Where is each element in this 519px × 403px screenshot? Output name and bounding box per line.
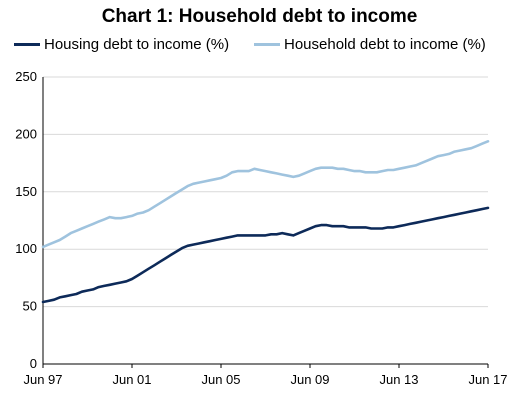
legend-swatch-household: [254, 43, 280, 46]
series-line-housing: [41, 206, 490, 304]
chart-title: Chart 1: Household debt to income: [101, 6, 418, 27]
x-tick-label: Jun 01: [112, 372, 151, 387]
y-tick-label: 200: [15, 126, 37, 141]
legend-swatch-housing: [14, 43, 40, 46]
x-tick-label: Jun 09: [290, 372, 329, 387]
x-tick-label: Jun 97: [23, 372, 62, 387]
legend-label-household: Household debt to income (%): [284, 36, 486, 53]
y-tick-label: 50: [23, 299, 37, 314]
legend-item-household: Household debt to income (%): [254, 36, 486, 53]
y-tick-label: 100: [15, 241, 37, 256]
y-tick-label: 250: [15, 69, 37, 84]
x-tick-label: Jun 05: [201, 372, 240, 387]
x-tick-label: Jun 13: [379, 372, 418, 387]
y-tick-label: 0: [30, 356, 37, 371]
legend-label-housing: Housing debt to income (%): [44, 36, 230, 53]
chart-legend: Housing debt to income (%) Household deb…: [14, 36, 514, 54]
series-line-household: [41, 140, 490, 249]
y-tick-label: 150: [15, 184, 37, 199]
legend-item-housing: Housing debt to income (%): [14, 36, 229, 53]
x-tick-label: Jun 17: [468, 372, 507, 387]
